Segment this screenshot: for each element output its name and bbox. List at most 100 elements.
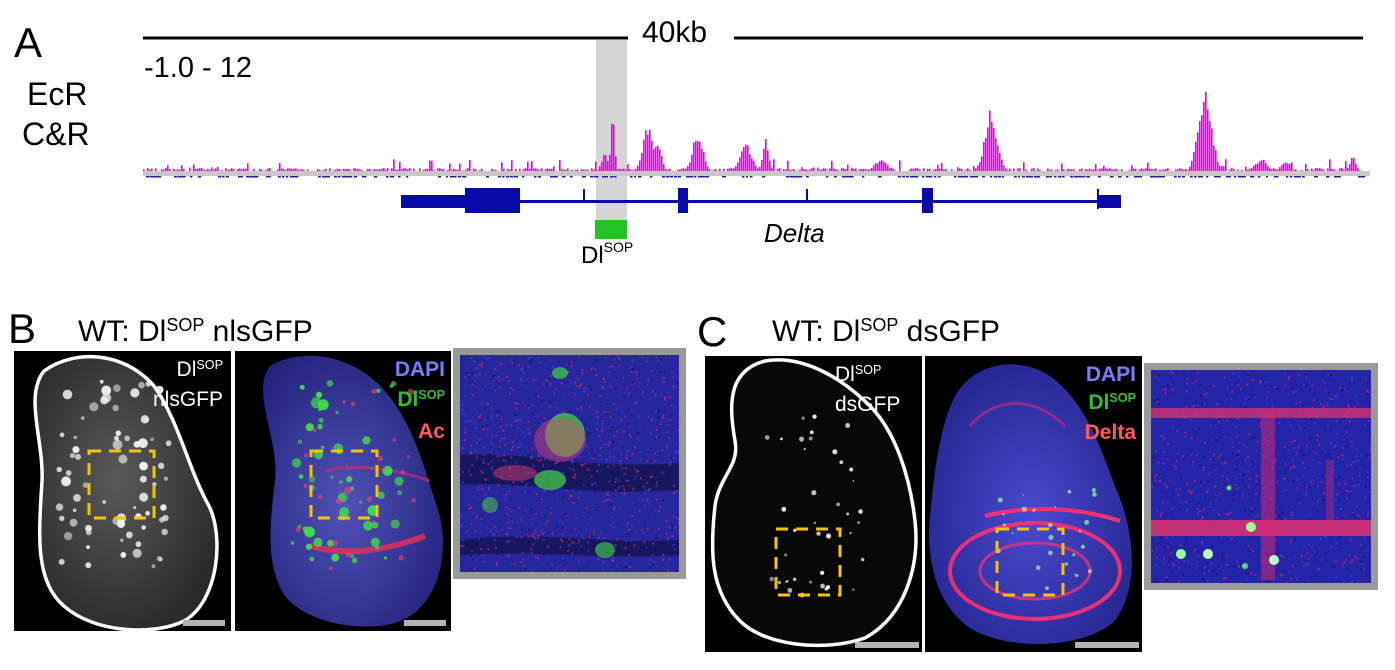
- speck: [511, 521, 514, 524]
- speck: [590, 526, 593, 529]
- speck: [590, 388, 593, 391]
- speck: [1159, 537, 1162, 540]
- signal-bar: [1051, 169, 1053, 171]
- signal-bar: [803, 168, 805, 171]
- speck: [565, 364, 568, 367]
- speck: [610, 568, 613, 571]
- signal-bar: [995, 138, 997, 171]
- speck: [1247, 398, 1250, 401]
- signal-bar: [241, 169, 243, 171]
- speck: [1283, 518, 1286, 521]
- speck: [657, 411, 660, 414]
- speck: [1183, 457, 1186, 460]
- speck: [1276, 387, 1279, 390]
- speck: [1285, 505, 1288, 508]
- speck: [606, 493, 609, 496]
- speck: [1238, 441, 1241, 444]
- signal-bar: [607, 160, 609, 171]
- speck: [571, 459, 574, 462]
- speck: [499, 526, 502, 529]
- noise-dash: [534, 176, 537, 178]
- speck: [1314, 421, 1317, 424]
- inset-gfp-cell: [1269, 555, 1279, 565]
- speck: [649, 432, 652, 435]
- speck: [501, 475, 504, 478]
- gfp-spot: [120, 551, 127, 558]
- speck: [638, 439, 641, 442]
- gfp-spot: [382, 465, 393, 476]
- speck: [558, 520, 561, 523]
- noise-dash: [570, 176, 573, 178]
- speck: [596, 470, 599, 473]
- signal-bar: [1265, 163, 1267, 171]
- speck: [1266, 402, 1269, 405]
- speck: [482, 554, 485, 557]
- signal-bar: [1269, 167, 1271, 171]
- speck: [1345, 446, 1348, 449]
- signal-bar: [861, 169, 863, 171]
- signal-bar: [709, 169, 711, 171]
- signal-bar: [1221, 166, 1223, 171]
- gfp-spot: [89, 402, 99, 412]
- gfp-spot: [305, 543, 313, 550]
- roi-box: [774, 527, 842, 597]
- noise-dash: [390, 176, 395, 178]
- speck: [1161, 435, 1164, 438]
- scale-bar: [404, 620, 446, 626]
- gfp-spot: [313, 537, 323, 547]
- speck: [627, 393, 630, 396]
- speck: [1248, 485, 1251, 488]
- speck: [1166, 546, 1169, 549]
- speck: [462, 540, 465, 543]
- speck: [1218, 565, 1221, 568]
- gfp-spot: [1048, 534, 1054, 540]
- speck: [671, 376, 674, 379]
- speck: [537, 454, 540, 457]
- speck: [618, 365, 621, 368]
- speck: [1292, 391, 1295, 394]
- speck: [461, 403, 464, 406]
- speck: [657, 527, 660, 530]
- speck: [519, 420, 522, 423]
- signal-bar: [615, 156, 617, 171]
- signal-bar: [375, 169, 377, 171]
- noise-dash: [154, 176, 158, 178]
- speck: [1365, 486, 1368, 489]
- speck: [575, 534, 578, 537]
- speck: [463, 413, 466, 416]
- speck: [653, 512, 656, 515]
- speck: [631, 501, 634, 504]
- speck: [492, 372, 495, 375]
- signal-bar: [337, 168, 339, 171]
- speck: [1226, 512, 1229, 515]
- speck: [1320, 403, 1323, 406]
- gfp-spot: [784, 553, 788, 557]
- speck: [1236, 417, 1239, 420]
- speck: [562, 410, 565, 413]
- speck: [506, 534, 509, 537]
- speck: [1270, 402, 1273, 405]
- speck: [465, 371, 468, 374]
- speck: [1285, 489, 1288, 492]
- speck: [1226, 478, 1229, 481]
- speck: [548, 531, 551, 534]
- speck: [1248, 478, 1251, 481]
- speck: [580, 371, 583, 374]
- speck: [1192, 489, 1195, 492]
- signal-bar: [1047, 168, 1049, 171]
- speck: [657, 359, 660, 362]
- speck: [486, 428, 489, 431]
- speck: [660, 457, 663, 460]
- speck: [1212, 385, 1215, 388]
- noise-dash: [1022, 176, 1025, 178]
- speck: [1354, 554, 1357, 557]
- speck: [570, 541, 573, 544]
- speck: [1164, 388, 1167, 391]
- speck: [1330, 486, 1333, 489]
- noise-dash: [746, 176, 749, 178]
- speck: [573, 393, 576, 396]
- speck: [1212, 569, 1215, 572]
- speck: [544, 448, 547, 451]
- signal-bar: [1339, 168, 1341, 171]
- speck: [1333, 468, 1336, 471]
